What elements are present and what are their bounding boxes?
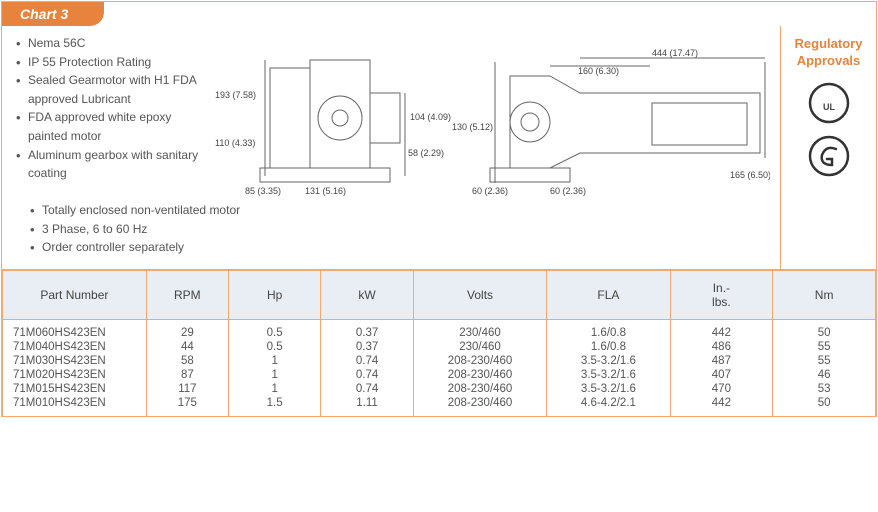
spec-cell: 53 (773, 382, 876, 396)
spec-cell: 1 (228, 368, 320, 382)
spec-cell: 1 (228, 354, 320, 368)
spec-cell: 208-230/460 (413, 382, 547, 396)
spec-cell: 50 (773, 396, 876, 416)
table-row: 71M020HS423EN8710.74208-230/4603.5-3.2/1… (3, 368, 876, 382)
spec-cell: 487 (670, 354, 773, 368)
spec-cell: 29 (146, 319, 228, 340)
table-header: Part Number (3, 270, 147, 319)
feature-bullet: Aluminum gearbox with sanitary coating (16, 146, 206, 183)
dim-label: 58 (2.29) (408, 148, 444, 158)
feature-bullets-full: Totally enclosed non-ventilated motor3 P… (16, 201, 770, 263)
spec-cell: 46 (773, 368, 876, 382)
spec-cell: 3.5-3.2/1.6 (547, 368, 670, 382)
table-row: 71M040HS423EN440.50.37230/4601.6/0.84865… (3, 340, 876, 354)
spec-cell: 0.74 (321, 382, 413, 396)
feature-bullet: FDA approved white epoxy painted motor (16, 108, 206, 145)
spec-cell: 230/460 (413, 340, 547, 354)
spec-cell: 208-230/460 (413, 396, 547, 416)
spec-cell: 486 (670, 340, 773, 354)
spec-cell: 50 (773, 319, 876, 340)
spec-cell: 87 (146, 368, 228, 382)
spec-cell: 1.6/0.8 (547, 340, 670, 354)
spec-cell: 175 (146, 396, 228, 416)
table-row: 71M010HS423EN1751.51.11208-230/4604.6-4.… (3, 396, 876, 416)
chart-tab: Chart 3 (2, 2, 104, 26)
chart-container: Chart 3 Nema 56CIP 55 Protection RatingS… (1, 1, 877, 417)
spec-cell: 44 (146, 340, 228, 354)
table-header: In.-lbs. (670, 270, 773, 319)
top-section: Nema 56CIP 55 Protection RatingSealed Ge… (2, 26, 876, 270)
spec-cell: 230/460 (413, 319, 547, 340)
spec-table: Part NumberRPMHpkWVoltsFLAIn.-lbs.Nm 71M… (2, 270, 876, 416)
spec-cell: 1.11 (321, 396, 413, 416)
part-number-cell: 71M030HS423EN (3, 354, 147, 368)
dim-label: 165 (6.50) (730, 170, 770, 180)
part-number-cell: 71M020HS423EN (3, 368, 147, 382)
table-header: FLA (547, 270, 670, 319)
part-number-cell: 71M060HS423EN (3, 319, 147, 340)
table-row: 71M015HS423EN11710.74208-230/4603.5-3.2/… (3, 382, 876, 396)
table-row: 71M030HS423EN5810.74208-230/4603.5-3.2/1… (3, 354, 876, 368)
feature-bullet: IP 55 Protection Rating (16, 53, 206, 72)
spec-cell: 208-230/460 (413, 354, 547, 368)
table-header: Hp (228, 270, 320, 319)
feature-bullet: 3 Phase, 6 to 60 Hz (30, 220, 770, 239)
ul-logo-icon: UL (785, 82, 872, 127)
spec-cell: 1.5 (228, 396, 320, 416)
feature-bullet: Sealed Gearmotor with H1 FDA approved Lu… (16, 71, 206, 108)
part-number-cell: 71M015HS423EN (3, 382, 147, 396)
spec-cell: 0.5 (228, 340, 320, 354)
part-number-cell: 71M010HS423EN (3, 396, 147, 416)
spec-cell: 1 (228, 382, 320, 396)
spec-cell: 0.5 (228, 319, 320, 340)
spec-cell: 1.6/0.8 (547, 319, 670, 340)
dim-label: 85 (3.35) (245, 186, 281, 196)
spec-cell: 470 (670, 382, 773, 396)
table-header: Nm (773, 270, 876, 319)
table-header: kW (321, 270, 413, 319)
svg-text:UL: UL (823, 102, 835, 112)
dim-label: 160 (6.30) (578, 66, 619, 76)
feature-bullet: Nema 56C (16, 34, 206, 53)
csa-logo-icon (785, 135, 872, 180)
top-left: Nema 56CIP 55 Protection RatingSealed Ge… (2, 26, 780, 269)
spec-cell: 117 (146, 382, 228, 396)
dim-label: 444 (17.47) (652, 48, 698, 58)
spec-cell: 3.5-3.2/1.6 (547, 382, 670, 396)
spec-cell: 407 (670, 368, 773, 382)
dim-label: 131 (5.16) (305, 186, 346, 196)
regulatory-panel: Regulatory Approvals UL (780, 26, 876, 269)
spec-cell: 55 (773, 354, 876, 368)
spec-cell: 58 (146, 354, 228, 368)
dim-label: 104 (4.09) (410, 112, 451, 122)
dim-label: 193 (7.58) (215, 90, 256, 100)
feature-bullet: Order controller separately (30, 238, 770, 257)
regulatory-title: Regulatory Approvals (785, 36, 872, 70)
spec-cell: 0.74 (321, 354, 413, 368)
dim-label: 60 (2.36) (550, 186, 586, 196)
spec-cell: 0.37 (321, 340, 413, 354)
table-row: 71M060HS423EN290.50.37230/4601.6/0.84425… (3, 319, 876, 340)
feature-bullets-left: Nema 56CIP 55 Protection RatingSealed Ge… (16, 32, 206, 201)
spec-cell: 0.74 (321, 368, 413, 382)
spec-cell: 208-230/460 (413, 368, 547, 382)
part-number-cell: 71M040HS423EN (3, 340, 147, 354)
spec-cell: 442 (670, 396, 773, 416)
spec-cell: 55 (773, 340, 876, 354)
dim-label: 60 (2.36) (472, 186, 508, 196)
table-header: Volts (413, 270, 547, 319)
spec-cell: 0.37 (321, 319, 413, 340)
spec-cell: 442 (670, 319, 773, 340)
spec-cell: 3.5-3.2/1.6 (547, 354, 670, 368)
feature-bullet: Totally enclosed non-ventilated motor (30, 201, 770, 220)
dim-label: 110 (4.33) (215, 138, 255, 148)
dimensional-diagram: 193 (7.58) 110 (4.33) 104 (4.09) 58 (2.2… (206, 32, 770, 201)
table-header: RPM (146, 270, 228, 319)
spec-cell: 4.6-4.2/2.1 (547, 396, 670, 416)
dim-label: 130 (5.12) (452, 122, 493, 132)
